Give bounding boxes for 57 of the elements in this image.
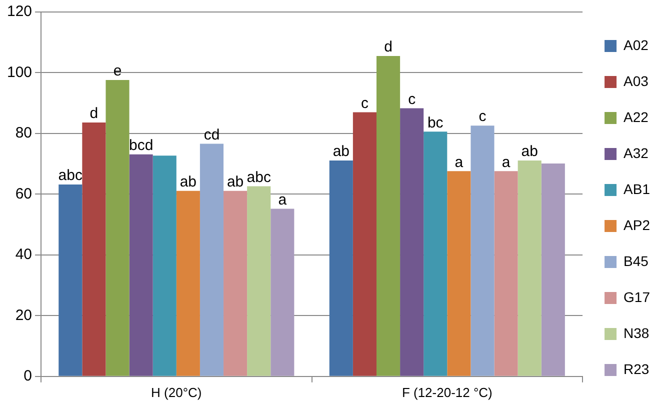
data-label: ab — [226, 174, 244, 190]
bar — [152, 156, 176, 376]
bar — [129, 154, 153, 376]
legend-label: B45 — [624, 252, 649, 269]
legend-label: R23 — [624, 360, 650, 377]
data-label: d — [90, 105, 98, 122]
data-label: c — [478, 108, 487, 126]
data-label: c — [360, 94, 369, 112]
bar — [270, 208, 294, 376]
data-label: a — [502, 154, 511, 171]
y-tick-label: 100 — [6, 64, 32, 81]
legend-label: A02 — [624, 36, 649, 53]
bar — [352, 112, 376, 376]
y-tick-label: 60 — [15, 185, 32, 202]
data-label: e — [113, 62, 122, 80]
bar — [200, 144, 224, 376]
data-label: ab — [521, 143, 538, 160]
bar — [470, 126, 494, 376]
bar — [494, 171, 518, 376]
legend-label: G17 — [624, 288, 650, 305]
bar — [176, 190, 200, 376]
x-tick-label: F (12-20-12 °C) — [402, 384, 492, 400]
data-label: d — [384, 38, 392, 56]
bar — [518, 160, 542, 376]
data-label: a — [278, 191, 288, 208]
data-label: ab — [180, 174, 197, 190]
legend-label: AB1 — [624, 180, 650, 197]
bar — [58, 184, 82, 376]
bar — [447, 171, 471, 376]
y-tick-label: 80 — [15, 124, 32, 142]
data-label: a — [454, 154, 464, 171]
bar — [424, 132, 448, 376]
y-tick-label: 120 — [6, 3, 32, 20]
bar — [106, 80, 130, 376]
legend-label: N38 — [624, 324, 650, 341]
x-tick-label: H (20°C) — [151, 384, 202, 400]
y-tick-label: 40 — [15, 246, 32, 264]
data-label: bcd — [128, 137, 154, 154]
bar — [329, 160, 353, 376]
bar — [224, 190, 248, 376]
bar — [541, 164, 565, 376]
bar — [82, 122, 106, 376]
bar — [247, 186, 271, 376]
bar — [376, 56, 400, 376]
y-tick-label: 20 — [15, 306, 32, 324]
legend-label: A22 — [624, 108, 649, 125]
data-label: ab — [332, 143, 350, 160]
legend-label: A32 — [624, 144, 649, 161]
data-label: abc — [246, 168, 272, 186]
data-label: cd — [204, 126, 220, 144]
legend-label: A03 — [624, 72, 649, 89]
y-tick-label: 0 — [24, 368, 32, 385]
legend-label: AP2 — [624, 216, 650, 233]
bar — [400, 108, 424, 376]
data-label: bc — [427, 114, 444, 132]
data-label: c — [408, 90, 416, 108]
data-label: abc — [58, 167, 83, 184]
